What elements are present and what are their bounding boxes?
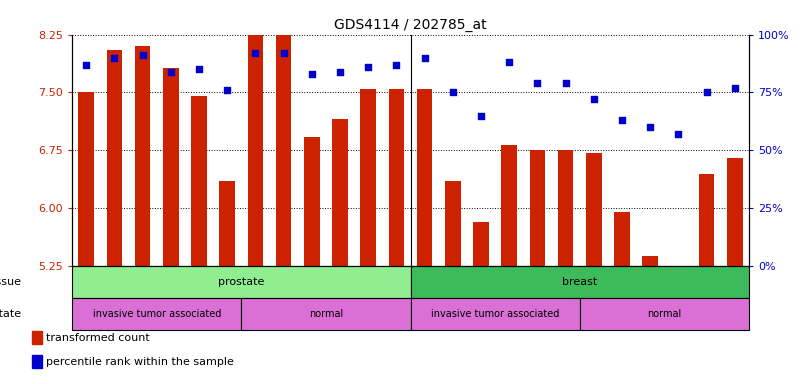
Point [362,64,375,70]
Point [446,89,459,96]
Bar [191,96,207,266]
Bar [135,46,151,266]
Bar [241,298,411,330]
Bar [360,89,376,266]
Point [700,89,713,96]
Bar [32,331,42,344]
Point [475,113,488,119]
Bar [417,89,433,266]
Bar [32,355,42,368]
Bar [557,151,574,266]
Text: disease state: disease state [0,309,22,319]
Point [108,55,121,61]
Title: GDS4114 / 202785_at: GDS4114 / 202785_at [334,18,487,32]
Point [559,80,572,86]
Bar [304,137,320,266]
Point [277,50,290,56]
Text: normal: normal [647,309,682,319]
Point [644,124,657,130]
Point [333,69,346,75]
Point [587,96,600,103]
Bar [642,256,658,266]
Point [305,71,318,77]
Point [503,59,516,65]
Bar [586,153,602,266]
Bar [411,266,749,298]
Point [418,55,431,61]
Text: invasive tumor associated: invasive tumor associated [92,309,221,319]
Bar [78,93,94,266]
Point [531,80,544,86]
Bar [72,266,411,298]
Bar [445,181,461,266]
Bar [501,145,517,266]
Point [728,85,741,91]
Bar [727,158,743,266]
Point [164,69,177,75]
Text: invasive tumor associated: invasive tumor associated [431,309,559,319]
Text: normal: normal [308,309,343,319]
Bar [699,174,714,266]
Point [616,117,629,123]
Bar [332,119,348,266]
Point [221,87,234,93]
Point [80,61,93,68]
Bar [529,151,545,266]
Point [136,52,149,58]
Bar [107,50,122,266]
Point [672,131,685,137]
Bar [388,89,405,266]
Point [390,61,403,68]
Point [249,50,262,56]
Text: breast: breast [562,277,598,287]
Bar [276,12,292,266]
Bar [614,212,630,266]
Bar [219,181,235,266]
Bar [580,298,749,330]
Bar [473,222,489,266]
Text: tissue: tissue [0,277,22,287]
Bar [248,12,264,266]
Bar [411,298,580,330]
Text: prostate: prostate [218,277,264,287]
Text: percentile rank within the sample: percentile rank within the sample [46,357,235,367]
Point [192,66,205,72]
Text: transformed count: transformed count [46,333,151,343]
Bar [72,298,241,330]
Bar [163,68,179,266]
